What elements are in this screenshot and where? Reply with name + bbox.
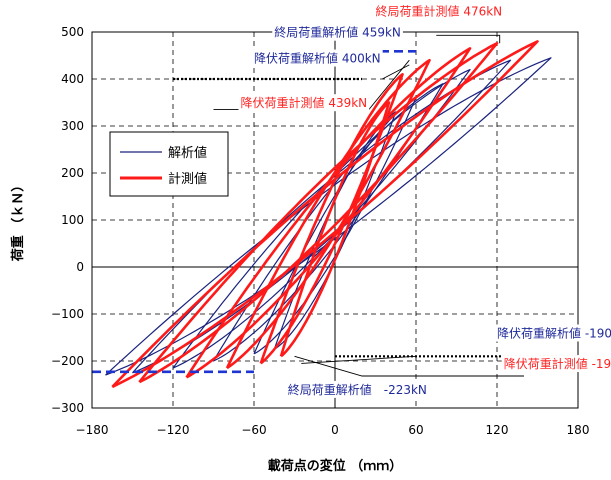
leader-line [301, 355, 417, 364]
y-tick-label: −200 [51, 354, 84, 368]
measured-loop-6 [111, 40, 539, 389]
analysis-loop-4 [172, 69, 471, 369]
series-measured [111, 40, 539, 389]
ann-ult-analysis-neg: 終局荷重解析値 -223kN [288, 382, 427, 397]
legend-label-1: 解析値 [168, 145, 207, 161]
legend-box [109, 131, 229, 197]
ann-yield-analysis-pos: 降伏荷重解析値 400kN [254, 51, 381, 66]
x-tick-label: −120 [157, 423, 190, 437]
ann-ult-analysis-pos-bg [272, 23, 403, 41]
series-group [105, 40, 552, 389]
measured-loop-3 [225, 58, 431, 370]
leader-line [436, 34, 501, 44]
x-tick-label: 120 [486, 423, 509, 437]
y-tick-label: 100 [61, 213, 84, 227]
ann-ult-measured-pos: 終局荷重計測値 476kN [376, 4, 503, 19]
ann-yield-measured-neg-bg [501, 355, 611, 373]
analysis-loop-6 [105, 57, 552, 376]
measured-loop-4 [185, 47, 472, 379]
y-tick-label: 500 [61, 25, 84, 39]
legend-label-2: 計測値 [168, 171, 207, 187]
y-tick-label: 0 [76, 260, 84, 274]
y-tick-label: 400 [61, 72, 84, 86]
measured-loop-2 [259, 73, 404, 365]
ann-ult-analysis-neg-bg [285, 380, 429, 398]
leader-line [382, 64, 410, 80]
y-axis-title: 荷重 （ｋＮ） [10, 179, 26, 263]
ann-yield-analysis-pos-bg [252, 49, 383, 67]
y-tick-label: −300 [51, 401, 84, 415]
ann-yield-measured-neg: 降伏荷重計測値 -198kN [504, 356, 611, 371]
x-tick-label: −180 [76, 423, 109, 437]
ann-ult-analysis-pos: 終局荷重解析値 459kN [274, 25, 401, 40]
y-tick-label: −100 [51, 307, 84, 321]
ann-yield-analysis-neg-bg [495, 324, 611, 342]
y-tick-label: 300 [61, 119, 84, 133]
x-tick-label: −60 [241, 423, 266, 437]
x-tick-label: 180 [567, 423, 590, 437]
ann-yield-measured-pos-bg [238, 94, 370, 112]
ann-ult-measured-pos-bg [373, 2, 505, 20]
x-tick-label: 60 [408, 423, 423, 437]
ann-yield-measured-pos: 降伏荷重計測値 439kN [241, 95, 368, 110]
x-tick-label: 0 [331, 423, 339, 437]
x-axis-title: 載荷点の変位 （ｍｍ） [268, 458, 403, 474]
ann-yield-analysis-neg: 降伏荷重解析値 -190kN [497, 326, 611, 341]
y-tick-label: 200 [61, 166, 84, 180]
